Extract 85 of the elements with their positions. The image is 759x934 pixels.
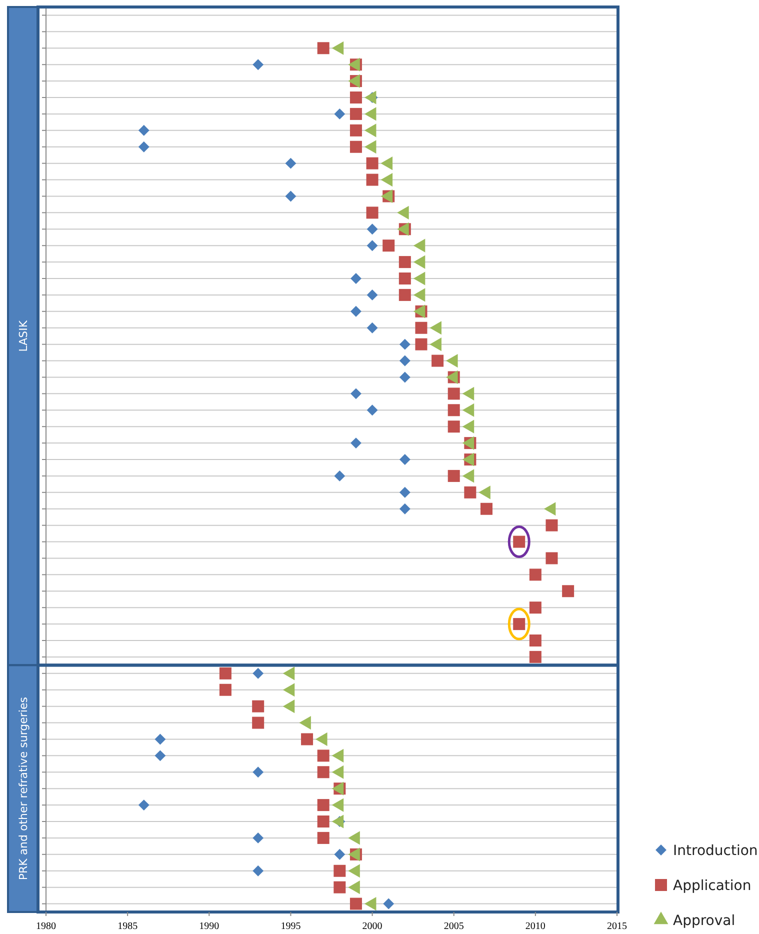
point (383, 898, 394, 910)
point (301, 733, 314, 746)
legend-label: Introduction (673, 843, 758, 859)
point (138, 141, 150, 152)
point (154, 750, 166, 762)
point (252, 832, 264, 844)
point (285, 158, 296, 169)
point (399, 486, 410, 498)
point (546, 552, 558, 564)
point (252, 700, 264, 712)
point (366, 157, 378, 170)
point (350, 108, 362, 120)
point (366, 174, 378, 186)
point (252, 865, 264, 876)
x-tick-label: 1980 (36, 921, 56, 932)
point (366, 206, 378, 219)
point (350, 388, 362, 400)
point (448, 470, 460, 482)
point (366, 240, 378, 252)
point (529, 650, 542, 663)
point (252, 59, 264, 70)
point (415, 338, 428, 350)
point (382, 240, 395, 252)
point (334, 848, 346, 860)
x-tick-label: 1985 (118, 921, 138, 932)
point (317, 750, 330, 762)
point (350, 306, 362, 317)
point (448, 404, 460, 416)
point (398, 256, 411, 268)
point (138, 800, 150, 811)
point (219, 684, 232, 696)
point (399, 355, 410, 366)
x-tick-label: 2005 (444, 921, 464, 932)
point (350, 124, 362, 136)
point (448, 388, 460, 400)
point (464, 486, 476, 498)
point (366, 224, 378, 235)
point (529, 602, 542, 614)
point (138, 124, 150, 136)
point (366, 404, 378, 416)
point (366, 289, 378, 300)
point (219, 667, 232, 680)
point (252, 668, 264, 679)
point (366, 322, 378, 334)
point (415, 322, 428, 334)
point (334, 108, 346, 120)
point (350, 140, 362, 153)
point (252, 766, 264, 778)
point (448, 420, 460, 433)
point (399, 338, 410, 350)
point (317, 42, 330, 54)
point (334, 470, 346, 482)
legend-label: Application (673, 878, 752, 894)
point (285, 190, 296, 202)
point (399, 503, 410, 514)
legend-label: Approval (673, 913, 736, 929)
x-tick-label: 1990 (199, 921, 220, 932)
point (317, 766, 330, 778)
point (317, 799, 330, 812)
text: PRK and other refrative surgeries (17, 696, 30, 880)
point (350, 438, 362, 449)
text: LASIK (17, 320, 30, 352)
point (398, 288, 411, 301)
point (317, 832, 330, 844)
point (154, 734, 166, 745)
point (480, 502, 492, 515)
point (350, 273, 362, 284)
x-tick-label: 1995 (280, 921, 301, 932)
point (252, 716, 264, 729)
x-tick-label: 2000 (362, 921, 382, 932)
point (317, 816, 330, 828)
x-tick-label: 2010 (525, 921, 546, 932)
point (334, 881, 346, 894)
point (334, 864, 346, 877)
point (399, 454, 410, 465)
point (398, 272, 411, 284)
point (350, 92, 362, 104)
point (562, 585, 574, 598)
point (529, 634, 542, 646)
point (350, 898, 362, 910)
point (399, 372, 410, 383)
point (432, 354, 444, 367)
point (529, 568, 542, 581)
point (546, 519, 558, 532)
x-tick-label: 2015 (607, 921, 627, 932)
